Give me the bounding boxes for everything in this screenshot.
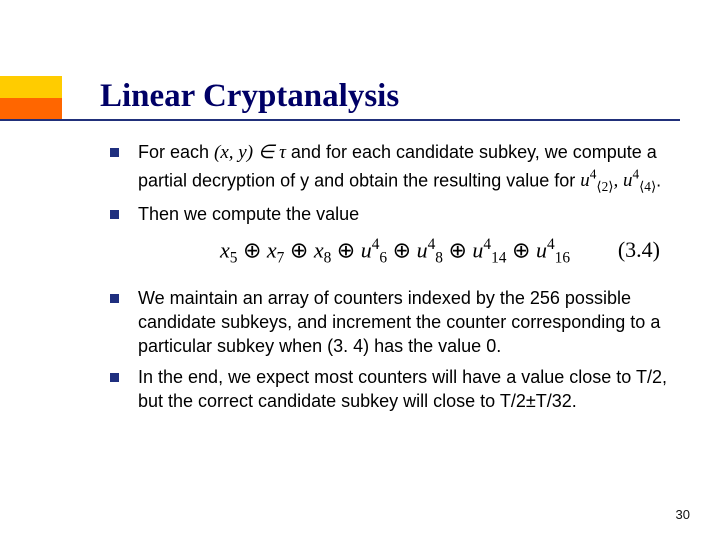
equation-body: x5 ⊕ x7 ⊕ x8 ⊕ u46 ⊕ u48 ⊕ u414 ⊕ u416 — [220, 236, 570, 268]
accent-top — [0, 76, 62, 98]
accent-bottom — [0, 98, 62, 120]
bullet-2-text: Then we compute the value — [138, 204, 359, 224]
bullet-3: We maintain an array of counters indexed… — [100, 286, 680, 359]
equation-number: (3.4) — [618, 237, 660, 263]
bullet-1-pre: For each — [138, 142, 214, 162]
accent-bar — [0, 76, 62, 120]
content-area: For each (x, y) ∈ τ and for each candida… — [100, 140, 680, 419]
equation-3-4: x5 ⊕ x7 ⊕ x8 ⊕ u46 ⊕ u48 ⊕ u414 ⊕ u416 (… — [100, 236, 680, 268]
bullet-1-period: . — [656, 170, 661, 190]
bullet-icon — [110, 148, 119, 157]
page-number: 30 — [676, 507, 690, 522]
bullet-icon — [110, 373, 119, 382]
bullet-1: For each (x, y) ∈ τ and for each candida… — [100, 140, 680, 196]
bullet-2: Then we compute the value — [100, 202, 680, 226]
bullet-icon — [110, 294, 119, 303]
bullet-1-math1: (x, y) ∈ τ — [214, 142, 286, 163]
bullet-1-math2: u4⟨2⟩, u4⟨4⟩ — [580, 170, 656, 191]
bullet-3-text: We maintain an array of counters indexed… — [138, 288, 660, 357]
bullet-4: In the end, we expect most counters will… — [100, 365, 680, 414]
page-title: Linear Cryptanalysis — [100, 78, 399, 115]
bullet-icon — [110, 210, 119, 219]
title-underline — [0, 119, 680, 121]
bullet-4-text: In the end, we expect most counters will… — [138, 367, 667, 411]
